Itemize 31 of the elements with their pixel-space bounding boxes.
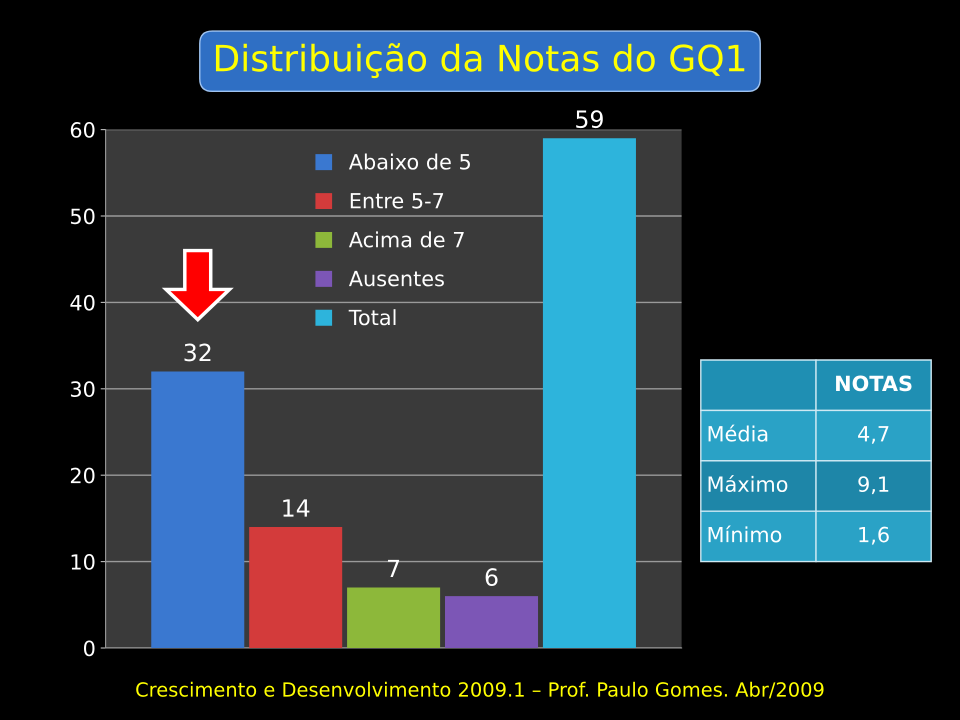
y-tick-label: 50 — [70, 208, 94, 224]
data-label: 6 — [486, 568, 498, 586]
data-label: 14 — [283, 499, 310, 517]
y-tick-label: 40 — [70, 294, 94, 311]
y-tick-label: 60 — [70, 122, 94, 138]
y-tick-label: 10 — [72, 554, 94, 570]
data-label: 32 — [184, 344, 210, 362]
text: Máximo — [708, 475, 788, 492]
y-tick-label: 30 — [70, 381, 94, 398]
text: NOTAS — [836, 375, 912, 392]
legend-label: Acima de 7 — [348, 231, 464, 248]
text: 9,1 — [858, 476, 888, 494]
y-tick-label: 0 — [84, 640, 94, 656]
bar — [542, 138, 636, 648]
text: Mínimo — [708, 525, 782, 542]
text: Crescimento e Desenvolvimento 2009.1 – Prof. Paulo Gomes. Abr/2009 — [136, 682, 824, 698]
chart-title: Distribuição da Notas do GQ1 — [216, 43, 744, 78]
bar — [445, 596, 538, 648]
data-label: 7 — [388, 560, 400, 578]
bar — [151, 372, 244, 648]
bar — [347, 588, 440, 648]
legend-label: Abaixo de 5 — [348, 154, 470, 170]
legend-label: Ausentes — [348, 270, 444, 286]
legend-label: Total — [348, 309, 396, 326]
bar — [249, 527, 342, 648]
text: 4,7 — [858, 426, 888, 444]
text: 1,6 — [859, 526, 889, 545]
y-tick-label: 20 — [70, 468, 94, 484]
legend-label: Entre 5-7 — [350, 193, 444, 209]
text: Média — [708, 424, 768, 442]
data-label: 59 — [576, 110, 603, 128]
